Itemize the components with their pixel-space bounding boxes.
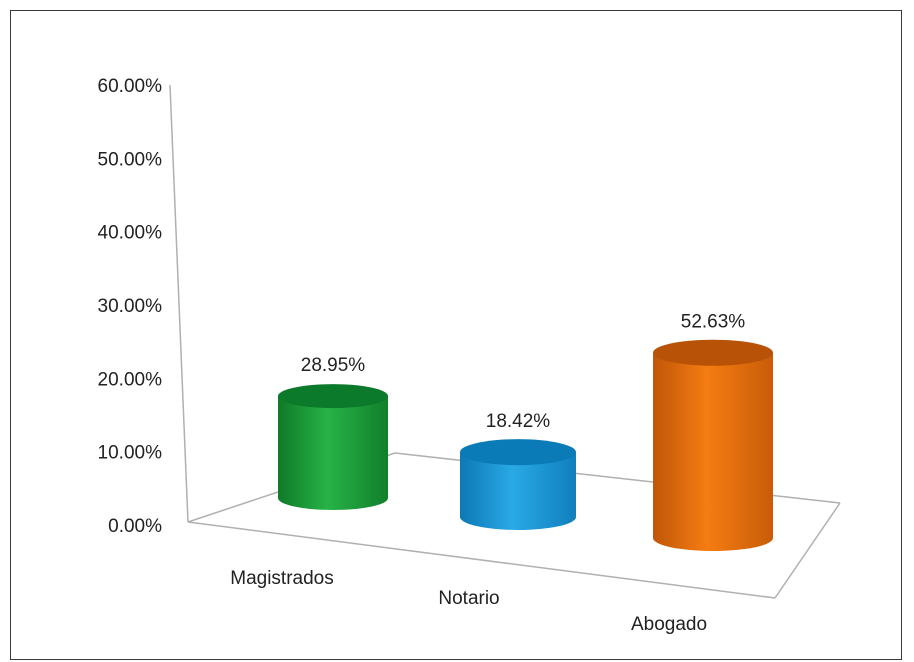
y-tick-label: 20.00% (98, 369, 163, 390)
bar-top (653, 339, 773, 366)
right-floor-line (774, 502, 841, 599)
bar-top (278, 384, 388, 409)
bar-magistrados (278, 384, 388, 510)
y-tick-label: 60.00% (98, 76, 163, 97)
bar-abogado (653, 339, 773, 551)
data-label: 28.95% (301, 355, 366, 376)
category-label: Abogado (631, 614, 707, 635)
y-tick-label: 50.00% (98, 149, 163, 170)
bar-body (653, 352, 773, 551)
data-label: 18.42% (486, 411, 551, 432)
y-tick-label: 30.00% (98, 296, 163, 317)
y-tick-label: 0.00% (108, 516, 162, 537)
bar-notario (460, 439, 576, 530)
y-tick-label: 40.00% (98, 223, 163, 244)
y-tick-label: 10.00% (98, 443, 163, 464)
data-label: 52.63% (681, 312, 746, 333)
category-labels: Magistrados Notario Abogado (230, 568, 707, 635)
y-tick-labels: 0.00% 10.00% 20.00% 30.00% 40.00% 50.00% 60.00… (98, 76, 163, 537)
y-axis-line (169, 84, 189, 523)
bars (278, 339, 773, 551)
category-label: Notario (438, 588, 499, 609)
bar-top (460, 439, 576, 466)
bar-body (278, 396, 388, 510)
category-label: Magistrados (230, 568, 334, 589)
data-labels: 28.95% 18.42% 52.63% (301, 312, 746, 432)
chart-frame (10, 10, 902, 660)
front-floor-line (187, 521, 776, 599)
bar-body (460, 452, 576, 530)
